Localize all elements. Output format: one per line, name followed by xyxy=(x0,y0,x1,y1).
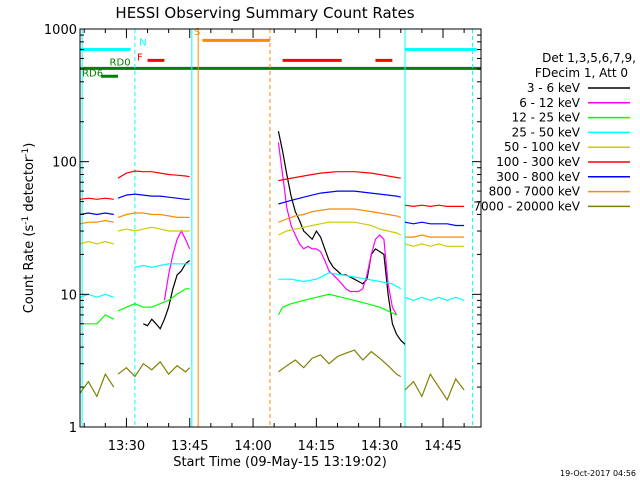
series-line-5-segment-3 xyxy=(404,204,465,208)
x-tick-label: 14:00 xyxy=(234,439,271,454)
annotation-f: F xyxy=(137,52,143,63)
y-label-sup-1: -1 xyxy=(21,216,31,225)
series-line-6-segment-1 xyxy=(117,193,190,200)
legend-label-1: 6 - 12 keV xyxy=(519,96,581,110)
series-line-5-segment-2 xyxy=(278,171,401,182)
series-line-3-segment-1 xyxy=(134,263,190,268)
legend-label-3: 25 - 50 keV xyxy=(512,125,581,139)
legend-label-7: 800 - 7000 keV xyxy=(489,185,581,199)
y-axis: 1 10 100 1000 xyxy=(44,23,481,436)
series-line-4-segment-2 xyxy=(278,221,402,236)
series-line-7-segment-3 xyxy=(405,234,465,238)
y-label-sup-2: -1 xyxy=(21,148,31,157)
y-axis-label: Count Rate (s-1 detector-1) xyxy=(21,143,37,314)
legend-label-6: 300 - 800 keV xyxy=(496,170,580,184)
flag-annotations: NF S RD0 RD6 xyxy=(82,27,200,79)
annotation-s: S xyxy=(194,27,200,38)
series-line-8-segment-0 xyxy=(80,372,115,398)
chart-title: HESSI Observing Summary Count Rates xyxy=(115,4,414,22)
x-tick-label: 14:15 xyxy=(298,439,335,454)
series-line-3-segment-0 xyxy=(80,293,114,298)
annotation-rd6: RD6 xyxy=(82,68,103,79)
legend-header-line-1: Det 1,3,5,6,7,9, xyxy=(542,51,636,65)
instrument-flag-bars xyxy=(80,38,481,78)
series-line-3-segment-3 xyxy=(404,296,465,302)
legend-label-4: 50 - 100 keV xyxy=(504,140,581,154)
legend-label-8: 7000 - 20000 keV xyxy=(473,199,580,213)
series-line-8-segment-2 xyxy=(278,349,402,378)
series-line-7-segment-2 xyxy=(278,208,402,223)
y-label-part-2: detector xyxy=(22,156,37,216)
y-label-part-1: Count Rate (s xyxy=(22,225,37,314)
series-line-6-segment-3 xyxy=(404,221,465,227)
series-line-6-segment-0 xyxy=(80,212,114,216)
series-line-5-segment-1 xyxy=(117,170,190,179)
series-line-7-segment-1 xyxy=(117,212,190,218)
series-line-2-segment-0 xyxy=(80,314,115,325)
state-transition-lines xyxy=(81,29,474,427)
series-line-8-segment-3 xyxy=(404,372,465,402)
series-line-4-segment-1 xyxy=(117,226,190,232)
series-line-2-segment-2 xyxy=(277,293,397,316)
x-axis: 13:30 13:45 14:00 14:15 14:30 14:45 xyxy=(83,29,465,454)
y-tick-label: 100 xyxy=(52,156,77,171)
series-line-8-segment-1 xyxy=(117,360,191,378)
x-tick-label: 14:45 xyxy=(424,439,461,454)
series-line-5-segment-0 xyxy=(80,197,114,200)
annotation-rd0: RD0 xyxy=(110,58,131,69)
legend-header-line-2: FDecim 1, Att 0 xyxy=(535,66,628,80)
legend: Det 1,3,5,6,7,9, FDecim 1, Att 0 3 - 6 k… xyxy=(473,51,636,213)
series-line-4-segment-3 xyxy=(404,243,465,247)
series-line-4-segment-0 xyxy=(80,240,114,245)
series-line-0-segment-0 xyxy=(143,260,191,330)
series-line-7-segment-0 xyxy=(80,219,114,225)
x-tick-label: 14:30 xyxy=(361,439,398,454)
legend-label-2: 12 - 25 keV xyxy=(512,111,581,125)
series-line-6-segment-2 xyxy=(278,190,401,205)
x-tick-label: 13:30 xyxy=(108,439,145,454)
y-tick-label: 1000 xyxy=(44,23,77,38)
legend-label-5: 100 - 300 keV xyxy=(496,155,580,169)
x-axis-label: Start Time (09-May-15 13:19:02) xyxy=(173,455,387,470)
y-tick-label: 10 xyxy=(60,288,77,303)
series-line-3-segment-2 xyxy=(278,272,402,290)
series-line-1-segment-0 xyxy=(163,229,191,301)
series-lines xyxy=(80,130,465,402)
series-line-2-segment-1 xyxy=(117,288,190,312)
annotation-n: N xyxy=(139,38,146,49)
legend-label-0: 3 - 6 keV xyxy=(527,81,581,95)
series-line-1-segment-1 xyxy=(277,142,398,316)
y-tick-label: 1 xyxy=(69,421,77,436)
plot-frame xyxy=(79,28,482,428)
x-tick-label: 13:45 xyxy=(171,439,208,454)
footer-date: 19-Oct-2017 04:56 xyxy=(560,469,636,478)
y-label-part-3: ) xyxy=(22,143,37,148)
